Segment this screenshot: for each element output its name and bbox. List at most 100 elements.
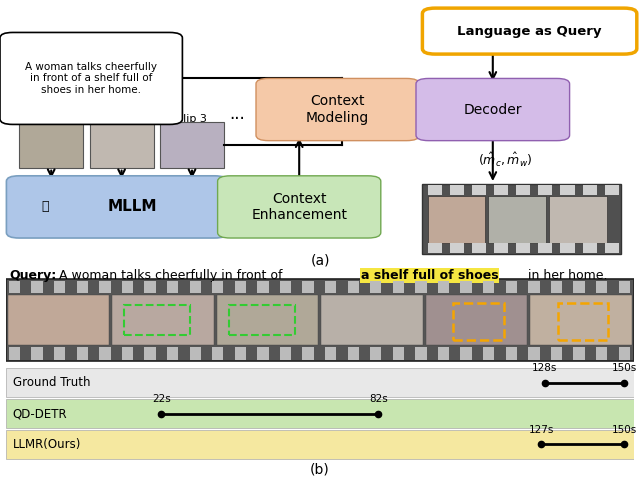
FancyBboxPatch shape (528, 281, 540, 293)
FancyBboxPatch shape (257, 347, 269, 360)
FancyBboxPatch shape (596, 347, 607, 360)
FancyBboxPatch shape (605, 185, 619, 195)
Text: LLMR(Ours): LLMR(Ours) (13, 438, 81, 451)
FancyBboxPatch shape (573, 347, 585, 360)
FancyBboxPatch shape (551, 347, 562, 360)
FancyBboxPatch shape (77, 281, 88, 293)
FancyBboxPatch shape (488, 196, 546, 243)
FancyBboxPatch shape (9, 347, 20, 360)
FancyBboxPatch shape (212, 347, 223, 360)
FancyBboxPatch shape (561, 243, 575, 253)
FancyBboxPatch shape (483, 347, 494, 360)
Text: Context
Modeling: Context Modeling (306, 95, 369, 125)
FancyBboxPatch shape (428, 196, 485, 243)
FancyBboxPatch shape (167, 281, 179, 293)
Text: 128s: 128s (532, 363, 557, 373)
FancyBboxPatch shape (538, 243, 552, 253)
Text: ···: ··· (229, 110, 244, 128)
Text: 82s: 82s (369, 394, 388, 404)
FancyBboxPatch shape (280, 281, 291, 293)
FancyBboxPatch shape (438, 347, 449, 360)
Text: (a): (a) (310, 254, 330, 268)
FancyBboxPatch shape (531, 296, 632, 345)
Text: clip 3: clip 3 (177, 114, 207, 124)
Text: in her home.: in her home. (524, 269, 608, 282)
Text: clip 1: clip 1 (36, 114, 66, 124)
FancyBboxPatch shape (54, 281, 65, 293)
FancyBboxPatch shape (516, 185, 530, 195)
FancyBboxPatch shape (582, 185, 596, 195)
Text: 127s: 127s (528, 425, 554, 435)
FancyBboxPatch shape (167, 347, 179, 360)
FancyBboxPatch shape (212, 281, 223, 293)
FancyBboxPatch shape (9, 281, 20, 293)
FancyBboxPatch shape (472, 185, 486, 195)
Text: 22s: 22s (152, 394, 171, 404)
Text: a shelf full of shoes: a shelf full of shoes (361, 269, 499, 282)
FancyBboxPatch shape (428, 185, 442, 195)
FancyBboxPatch shape (472, 243, 486, 253)
FancyBboxPatch shape (189, 347, 201, 360)
FancyBboxPatch shape (428, 243, 442, 253)
FancyBboxPatch shape (160, 122, 224, 168)
FancyBboxPatch shape (415, 281, 427, 293)
Text: 🔒: 🔒 (41, 200, 49, 213)
FancyBboxPatch shape (31, 347, 43, 360)
FancyBboxPatch shape (303, 281, 314, 293)
FancyBboxPatch shape (6, 176, 227, 238)
FancyBboxPatch shape (618, 281, 630, 293)
FancyBboxPatch shape (6, 399, 634, 428)
FancyBboxPatch shape (450, 185, 464, 195)
FancyBboxPatch shape (325, 281, 336, 293)
FancyBboxPatch shape (99, 347, 111, 360)
FancyBboxPatch shape (450, 243, 464, 253)
FancyBboxPatch shape (422, 184, 621, 254)
FancyBboxPatch shape (257, 281, 269, 293)
Text: $(\hat{m}_c ,\hat{m}_w)$: $(\hat{m}_c ,\hat{m}_w)$ (479, 151, 532, 169)
FancyBboxPatch shape (6, 280, 634, 361)
FancyBboxPatch shape (573, 281, 585, 293)
FancyBboxPatch shape (90, 122, 154, 168)
FancyBboxPatch shape (122, 347, 133, 360)
FancyBboxPatch shape (561, 185, 575, 195)
FancyBboxPatch shape (506, 281, 517, 293)
FancyBboxPatch shape (19, 122, 83, 168)
FancyBboxPatch shape (461, 347, 472, 360)
FancyBboxPatch shape (426, 296, 527, 345)
FancyBboxPatch shape (112, 296, 214, 345)
Text: A woman talks cheerfully in front of: A woman talks cheerfully in front of (54, 269, 286, 282)
FancyBboxPatch shape (348, 347, 359, 360)
FancyBboxPatch shape (0, 32, 182, 125)
Text: Query:: Query: (10, 269, 57, 282)
FancyBboxPatch shape (6, 430, 634, 459)
FancyBboxPatch shape (54, 347, 65, 360)
FancyBboxPatch shape (99, 281, 111, 293)
FancyBboxPatch shape (145, 281, 156, 293)
FancyBboxPatch shape (77, 347, 88, 360)
FancyBboxPatch shape (370, 347, 381, 360)
FancyBboxPatch shape (218, 176, 381, 238)
FancyBboxPatch shape (145, 347, 156, 360)
FancyBboxPatch shape (415, 347, 427, 360)
Text: 150s: 150s (612, 363, 637, 373)
FancyBboxPatch shape (494, 243, 508, 253)
FancyBboxPatch shape (393, 347, 404, 360)
FancyBboxPatch shape (321, 296, 422, 345)
FancyBboxPatch shape (217, 296, 318, 345)
FancyBboxPatch shape (549, 196, 607, 243)
FancyBboxPatch shape (582, 243, 596, 253)
FancyBboxPatch shape (605, 243, 619, 253)
FancyBboxPatch shape (551, 281, 562, 293)
FancyBboxPatch shape (528, 347, 540, 360)
FancyBboxPatch shape (280, 347, 291, 360)
FancyBboxPatch shape (483, 281, 494, 293)
Text: Ground Truth: Ground Truth (13, 376, 90, 389)
FancyBboxPatch shape (416, 78, 570, 141)
FancyBboxPatch shape (31, 281, 43, 293)
FancyBboxPatch shape (189, 281, 201, 293)
FancyBboxPatch shape (370, 281, 381, 293)
FancyBboxPatch shape (494, 185, 508, 195)
FancyBboxPatch shape (506, 347, 517, 360)
Text: 150s: 150s (612, 425, 637, 435)
FancyBboxPatch shape (8, 296, 109, 345)
